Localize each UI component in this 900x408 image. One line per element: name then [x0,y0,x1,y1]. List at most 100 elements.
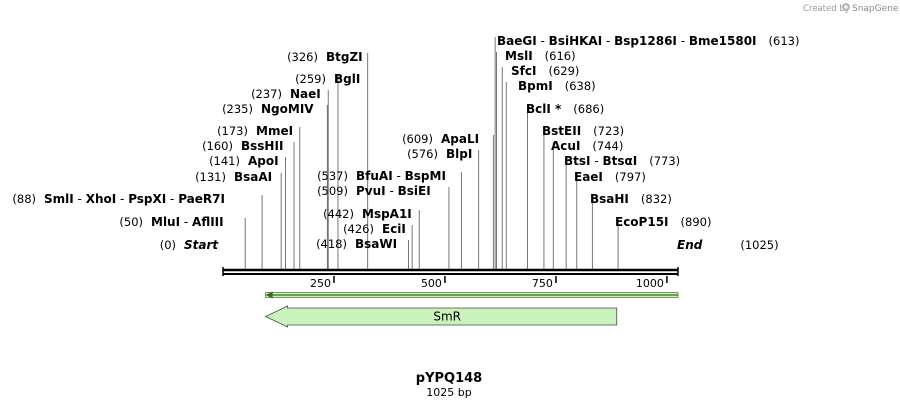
site-enzyme-name: BaeGI [497,34,537,48]
site-position-blpi: (576) [407,147,438,161]
site-label-baegi[interactable]: BaeGI - BsiHKAI - Bsp1286I - Bme1580I [497,34,757,48]
site-position-naei: (237) [251,87,282,101]
site-baegi[interactable]: BaeGI - BsiHKAI - Bsp1286I - Bme1580I (61… [494,34,800,269]
site-label-btsi[interactable]: BtsI - BtsαI [564,154,637,168]
site-label-bsshii[interactable]: BssHII [241,139,283,153]
site-position-smli: (88) [12,192,36,206]
site-enzyme-name: BtsαI [602,154,637,168]
site-blpi[interactable]: BlpI (576) [407,147,480,269]
site-separator: - [166,192,178,206]
site-label-apoi[interactable]: ApoI [248,154,279,168]
site-label-bsawi[interactable]: BsaWI [355,237,397,251]
site-enzyme-name: BsiHKAI [549,34,603,48]
site-position-acui: (744) [592,139,623,153]
ruler: 250 500 750 1000 [310,276,668,290]
site-position-bsteii: (723) [593,124,624,138]
features: SmR [264,291,679,328]
site-label-smli[interactable]: SmlI - XhoI - PspXI - PaeR7I [44,192,225,206]
site-bgli[interactable]: BglI (259) [295,72,360,269]
site-position-bsshii: (160) [202,139,233,153]
site-bsshii[interactable]: BssHII (160) [202,139,295,269]
site-label-btgzi[interactable]: BtgZI [326,50,363,64]
credit-brand: SnapGene [852,4,899,14]
site-label-mlui[interactable]: MluI - AflIII [151,215,224,229]
site-label-ngomiv[interactable]: NgoMIV [261,102,314,116]
site-label-bfuai[interactable]: BfuAI - BspMI [356,169,446,183]
site-pvui[interactable]: PvuI - BsiEI (509) [317,184,450,269]
site-label-msli[interactable]: MslI [505,49,533,63]
site-enzyme-name: Start [184,238,219,252]
site-mmei[interactable]: MmeI (173) [217,124,301,269]
site-bsahi[interactable]: BsaHI (832) [590,192,672,269]
site-position-msli: (616) [545,49,576,63]
site-label-naei[interactable]: NaeI [290,87,321,101]
site-enzyme-name: MspA1I [362,207,412,221]
site-position-mmei: (173) [217,124,248,138]
site-mspa1i[interactable]: MspA1I (442) [323,207,420,269]
site-bpmi[interactable]: BpmI (638) [505,79,596,269]
site-apoi[interactable]: ApoI (141) [209,154,286,269]
site-label-ecop15i[interactable]: EcoP15I [615,215,669,229]
site-label-start[interactable]: Start [184,238,219,252]
site-position-bgli: (259) [295,72,326,86]
site-enzyme-name: AcuI [551,139,580,153]
site-sfci[interactable]: SfcI (629) [501,64,579,269]
site-naei[interactable]: NaeI (237) [251,87,329,269]
site-position-mspa1i: (442) [323,207,354,221]
site-label-mspa1i[interactable]: MspA1I [362,207,412,221]
site-enzyme-name: ApaLI [441,132,479,146]
site-ecii[interactable]: EciI (426) [343,222,413,269]
site-acui[interactable]: AcuI (744) [551,139,623,269]
site-position-bpmi: (638) [565,79,596,93]
site-enzyme-name: MmeI [256,124,293,138]
site-enzyme-name: BclI * [526,102,562,116]
site-label-bgli[interactable]: BglI [334,72,360,86]
site-label-acui[interactable]: AcuI [551,139,580,153]
site-label-bsaai[interactable]: BsaAI [234,170,272,184]
site-label-sfci[interactable]: SfcI [511,64,536,78]
site-enzyme-name: BssHII [241,139,283,153]
site-btgzi[interactable]: BtgZI (326) [287,50,369,269]
site-label-pvui[interactable]: PvuI - BsiEI [356,184,431,198]
site-position-bsawi: (418) [316,237,347,251]
site-bsteii[interactable]: BstEII (723) [542,124,624,269]
site-separator: - [677,34,689,48]
feature-primer-bar[interactable] [265,291,679,299]
site-label-blpi[interactable]: BlpI [446,147,472,161]
site-bcli[interactable]: BclI * (686) [526,102,604,269]
site-label-ecii[interactable]: EciI [382,222,406,236]
site-enzyme-name: BtgZI [326,50,363,64]
site-bfuai[interactable]: BfuAI - BspMI (537) [317,169,462,269]
site-enzyme-name: PspXI [128,192,166,206]
site-label-end[interactable]: End [677,238,703,252]
site-eaei[interactable]: EaeI (797) [574,170,646,269]
site-label-bsahi[interactable]: BsaHI [590,192,629,206]
site-label-bsteii[interactable]: BstEII [542,124,581,138]
site-end[interactable]: End (1025) [677,238,779,252]
site-position-baegi: (613) [769,34,800,48]
site-apali[interactable]: ApaLI (609) [402,132,494,269]
site-label-bcli[interactable]: BclI * [526,102,562,116]
site-enzyme-name: AflIII [192,215,224,229]
site-position-eaei: (797) [615,170,646,184]
feature-smr[interactable]: SmR [264,305,618,328]
site-bsaai[interactable]: BsaAI (131) [195,170,282,269]
plasmid-length: 1025 bp [426,386,471,399]
ruler-tick-label: 250 [310,277,331,290]
site-label-mmei[interactable]: MmeI [256,124,293,138]
site-enzyme-name: BstEII [542,124,581,138]
site-btsi[interactable]: BtsI - BtsαI (773) [564,154,680,269]
site-msli[interactable]: MslI (616) [496,49,576,269]
site-label-bpmi[interactable]: BpmI [518,79,553,93]
site-ecop15i[interactable]: EcoP15I (890) [615,215,711,269]
site-start[interactable]: Start (0) [160,238,220,252]
site-ngomiv[interactable]: NgoMIV (235) [222,102,328,269]
site-mlui[interactable]: MluI - AflIII (50) [119,215,246,269]
site-enzyme-name: SmlI [44,192,74,206]
site-enzyme-name: MluI [151,215,180,229]
site-label-apali[interactable]: ApaLI [441,132,479,146]
site-label-eaei[interactable]: EaeI [574,170,603,184]
site-bsawi[interactable]: BsaWI (418) [316,237,409,269]
site-smli[interactable]: SmlI - XhoI - PspXI - PaeR7I (88) [12,192,263,269]
